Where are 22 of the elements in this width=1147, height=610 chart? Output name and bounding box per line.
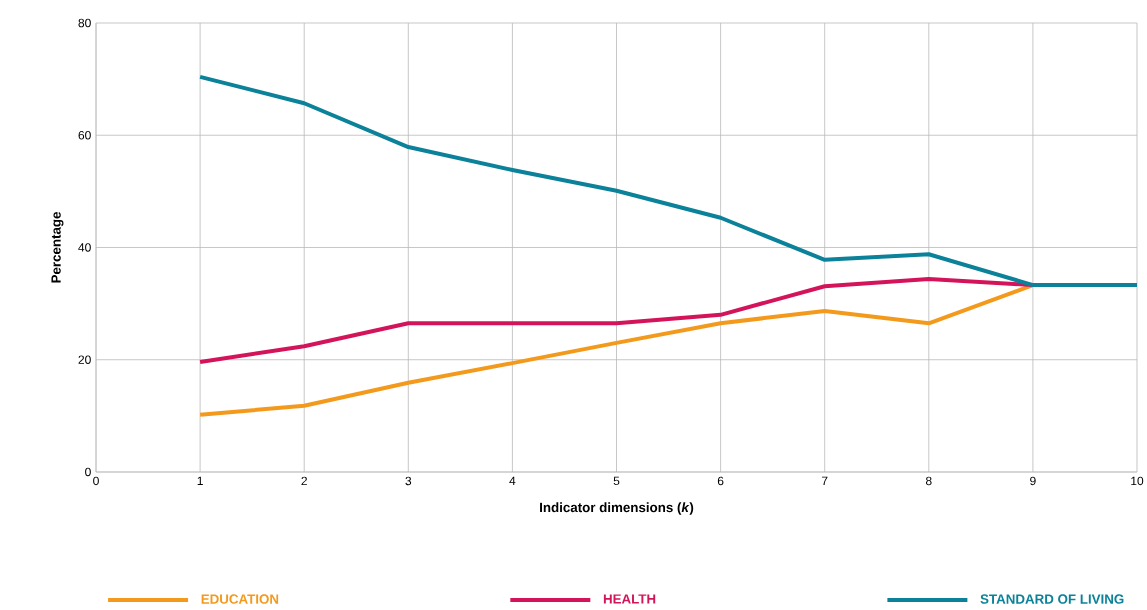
- x-tick-label: 0: [93, 476, 99, 486]
- x-tick-label: 7: [821, 476, 828, 485]
- y-tick-label: 20: [78, 355, 91, 364]
- y-tick-label: 0: [85, 467, 91, 477]
- x-tick-label: 6: [717, 476, 724, 486]
- y-tick-label: 40: [78, 243, 91, 252]
- x-tick-label: 8: [925, 476, 932, 486]
- y-tick-label: 60: [78, 130, 91, 140]
- text: STANDARD OF LIVING: [980, 594, 1124, 604]
- x-tick-label: 9: [1030, 476, 1036, 486]
- x-tick-label: 4: [509, 476, 516, 485]
- x-tick-label: 5: [613, 476, 620, 486]
- x-tick-label: 3: [405, 476, 412, 486]
- line-series: [198, 74, 1137, 288]
- y-axis-title: Percentage: [51, 212, 64, 283]
- x-tick-label: 2: [301, 476, 307, 486]
- text: EDUCATION: [201, 594, 279, 604]
- text: HEALTH: [603, 594, 656, 604]
- x-axis-title: Indicator dimensions (k): [540, 502, 694, 515]
- x-tick-label: 10: [1131, 476, 1144, 486]
- x-tick-label: 1: [197, 476, 203, 485]
- y-tick-label: 80: [78, 18, 91, 28]
